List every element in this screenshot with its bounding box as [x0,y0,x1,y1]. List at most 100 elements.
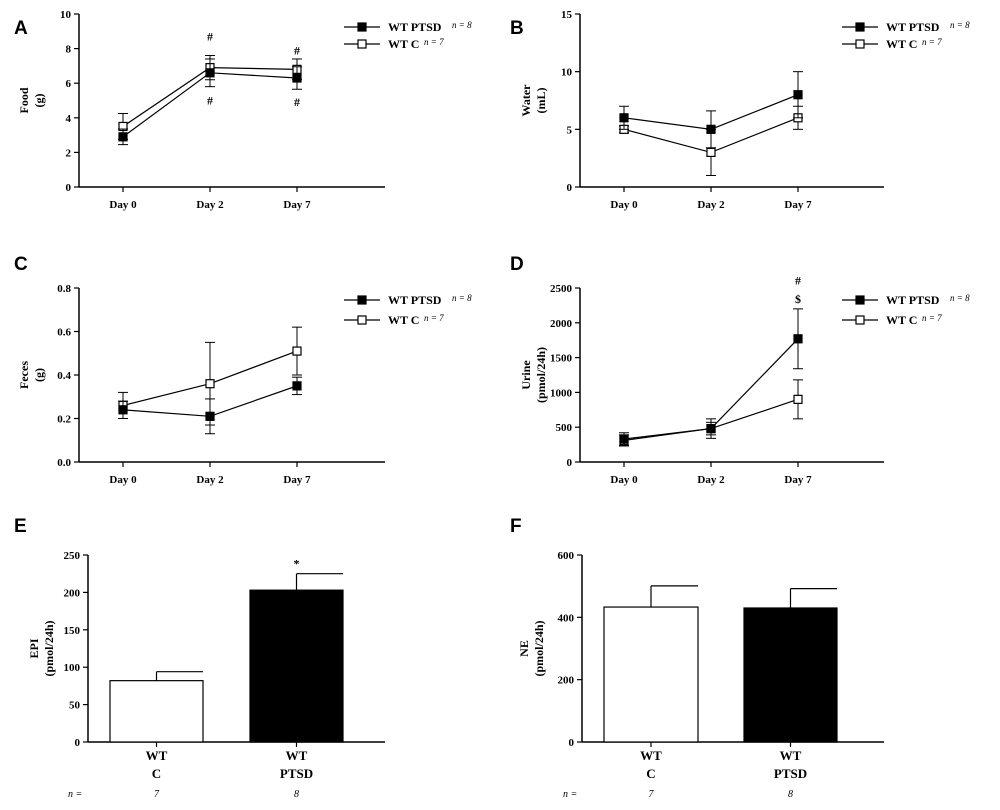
data-point [292,73,302,83]
y-axis-label: Feces (g) [17,361,46,389]
x-tick-label: Day 7 [283,199,311,211]
legend-marker [855,39,865,49]
x-tick-label: WT [780,748,802,763]
legend-marker [357,295,367,305]
y-tick-label: 400 [558,612,575,624]
x-tick-label: Day 0 [109,199,137,211]
x-tick-label: Day 0 [610,199,638,211]
y-tick-label: 10 [561,67,573,79]
y-axis-label: Water (mL) [519,84,548,117]
y-tick-label: 5 [567,124,573,136]
data-point [619,113,629,123]
bar [109,680,204,743]
data-point [205,411,215,421]
y-label-line: (pmol/24h) [532,620,546,676]
y-tick-label: 10 [60,9,72,21]
y-tick-label: 200 [64,587,81,599]
y-tick-label: 15 [561,9,573,21]
legend: WT PTSD n = 8 WT C n = 7 [842,20,970,51]
legend-label: WT C [886,37,917,51]
y-label-line: NE [517,640,531,657]
legend-label: WT PTSD [886,20,940,34]
y-tick-label: 600 [558,550,575,562]
panel-label: C [14,254,28,275]
y-axis-label: NE (pmol/24h) [517,620,546,676]
legend-n: n = 7 [922,313,942,323]
data-point [706,423,716,434]
y-tick-label: 150 [64,625,81,637]
y-tick-label: 0.6 [57,327,71,339]
x-tick-label: Day 2 [697,474,725,486]
y-tick-label: 0.2 [57,414,71,426]
n-row-label: n = [563,789,577,800]
y-tick-label: 50 [69,700,81,712]
data-point [205,68,215,78]
significance-mark: # [207,29,213,43]
legend: WT PTSD n = 8 WT C n = 7 [344,293,472,327]
data-point [292,381,302,391]
legend: WT PTSD n = 8 WT C n = 7 [842,293,970,327]
x-tick-label: WT [146,748,168,763]
x-tick-label: Day 0 [610,474,638,486]
y-label-line: Feces [17,361,31,389]
series-wt-ptsd [118,58,302,146]
y-tick-label: 2 [66,147,72,159]
y-tick-label: 4 [66,113,72,125]
x-tick-label: C [152,766,161,781]
y-tick-label: 0 [567,457,573,469]
data-point [292,346,302,356]
legend-n: n = 7 [922,37,942,47]
x-tick-label: Day 0 [109,474,137,486]
y-tick-label: 6 [66,78,72,90]
series-wt-ptsd [619,71,803,149]
legend-marker [357,315,367,325]
bar [603,606,699,743]
y-tick-label: 2000 [550,318,573,330]
n-value: 7 [154,789,160,800]
y-label-line: (pmol/24h) [534,347,548,403]
y-label-line: (g) [32,94,46,108]
legend-label: WT C [886,313,917,327]
legend-label: WT C [388,313,419,327]
y-tick-label: 500 [556,422,573,434]
significance-mark: # [294,95,300,109]
legend-n: n = 8 [950,293,970,303]
data-point [619,434,629,444]
series-wt-ptsd [619,308,803,446]
y-tick-label: 1500 [550,353,573,365]
x-tick-label: Day 2 [697,199,725,211]
bar [249,589,344,743]
panel-label: A [14,18,28,39]
x-tick-label: C [646,766,655,781]
legend-label: WT PTSD [388,20,442,34]
y-label-line: Water [519,84,533,117]
x-tick-label: Day 7 [784,199,812,211]
legend-n: n = 8 [452,293,472,303]
y-tick-label: 2500 [550,283,573,295]
legend-label: WT PTSD [388,293,442,307]
panel-label: E [14,516,27,537]
legend-marker [357,22,367,32]
n-value: 7 [649,789,655,800]
y-axis-label: Food (g) [17,87,46,113]
data-point [706,124,716,134]
data-point [793,90,803,100]
n-row-label: n = [68,789,82,800]
legend-n: n = 8 [452,20,472,30]
y-tick-label: 100 [64,662,81,674]
data-point [706,147,716,157]
y-label-line: (g) [32,368,46,382]
x-tick-label: Day 2 [196,199,224,211]
data-point [205,379,215,389]
legend-marker [855,295,865,305]
legend-n: n = 7 [424,37,444,47]
n-value: 8 [294,789,299,800]
bar [743,607,838,743]
panel-B: 0 5 10 15 Water (mL) B Day 0 Day 2 Day 7 WT PTSD n … [510,9,970,211]
data-point [118,132,128,142]
panel-A: 0 2 4 6 8 10 Food (g) A Day 0 Day 2 Day 7 # # # # WT PTS… [14,9,472,211]
legend-marker [855,315,865,325]
legend-label: WT PTSD [886,293,940,307]
y-tick-label: 250 [64,550,81,562]
